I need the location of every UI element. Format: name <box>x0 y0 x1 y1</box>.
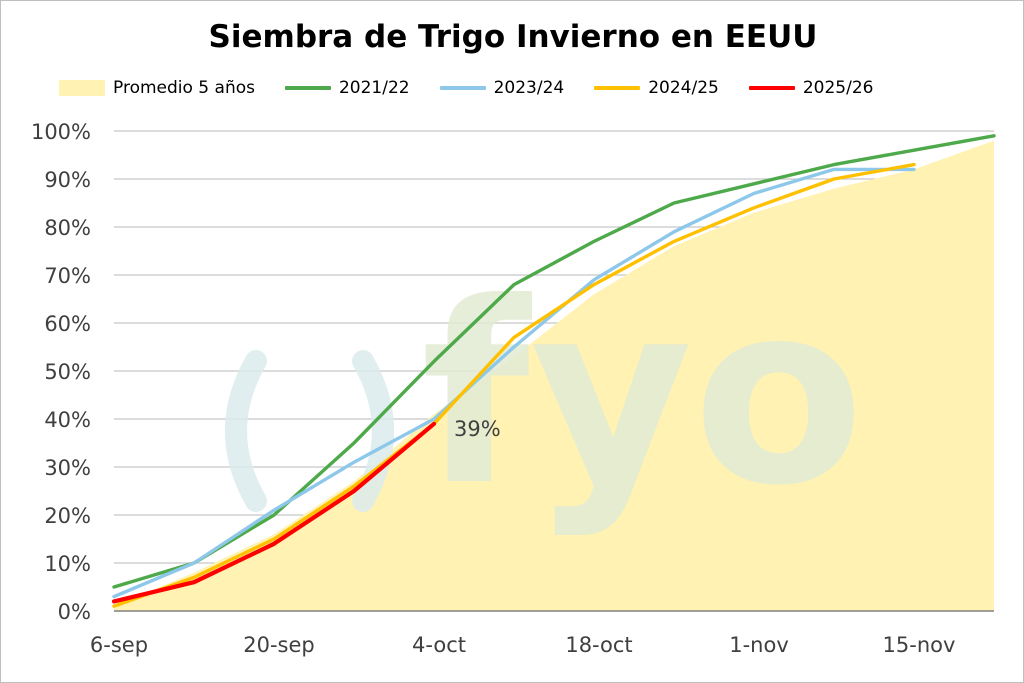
watermark-text: fyo <box>421 249 864 540</box>
watermark-arc-left <box>225 350 267 512</box>
y-tick-label: 50% <box>44 360 91 384</box>
legend-item-2025-26: 2025/26 <box>748 78 874 98</box>
legend-label-2023-24: 2023/24 <box>493 78 565 98</box>
legend-item-promedio: Promedio 5 años <box>59 78 255 98</box>
legend-label-2025-26: 2025/26 <box>802 78 874 98</box>
y-tick-label: 100% <box>31 120 91 144</box>
legend-swatch-2023-24 <box>439 86 486 90</box>
legend-item-2021-22: 2021/22 <box>284 78 410 98</box>
x-tick-label: 4-oct <box>412 633 466 657</box>
legend-swatch-2024-25 <box>594 86 641 90</box>
series-line-2025-26 <box>111 421 437 604</box>
series-line-2024-25 <box>112 162 916 608</box>
legend-swatch-promedio <box>59 80 105 96</box>
y-tick-label: 10% <box>44 552 91 576</box>
legend-item-2023-24: 2023/24 <box>439 78 565 98</box>
series-line-2021-22 <box>112 134 996 589</box>
x-tick-label: 15-nov <box>883 633 956 657</box>
y-tick-label: 0% <box>58 600 91 624</box>
legend-label-2021-22: 2021/22 <box>338 78 410 98</box>
y-tick-label: 40% <box>44 408 91 432</box>
y-tick-label: 30% <box>44 456 91 480</box>
area-promedio-5-a-os <box>114 140 994 611</box>
x-tick-label: 6-sep <box>90 633 148 657</box>
legend-swatch-2025-26 <box>748 86 795 90</box>
x-tick-label: 20-sep <box>243 633 315 657</box>
x-tick-label: 18-oct <box>565 633 632 657</box>
legend-label-2024-25: 2024/25 <box>648 78 719 98</box>
watermark-arc-right <box>352 350 394 512</box>
legend-item-2024-25: 2024/25 <box>594 78 719 98</box>
legend-label-promedio: Promedio 5 años <box>113 78 255 98</box>
y-tick-label: 80% <box>44 216 91 240</box>
y-tick-label: 20% <box>44 504 91 528</box>
series-line-2023-24 <box>112 167 916 599</box>
x-tick-label: 1-nov <box>729 633 789 657</box>
data-label: 39% <box>454 417 501 441</box>
y-tick-label: 90% <box>44 168 91 192</box>
y-tick-label: 70% <box>44 264 91 288</box>
legend-swatch-2021-22 <box>284 86 331 90</box>
legend: Promedio 5 años 2021/22 2023/24 2024/25 … <box>59 77 873 99</box>
chart-title: Siembra de Trigo Invierno en EEUU <box>208 19 818 55</box>
y-tick-label: 60% <box>44 312 91 336</box>
